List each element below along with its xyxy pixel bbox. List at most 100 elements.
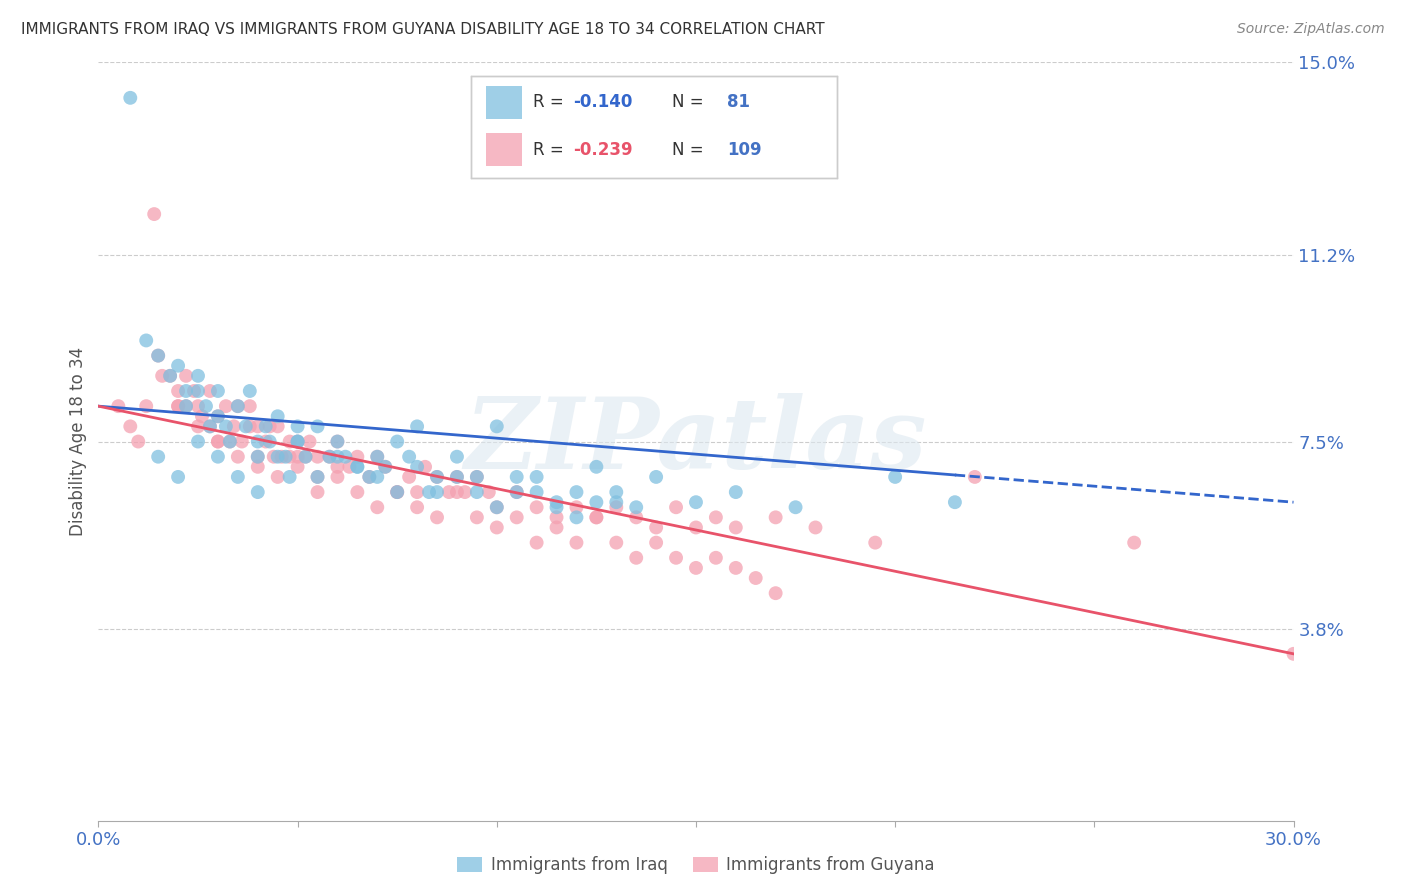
Point (963, 470, 986, 484)
Text: ZIPatlas: ZIPatlas (465, 393, 927, 490)
Point (246, 434, 269, 449)
Point (254, 434, 277, 449)
Point (246, 459, 269, 474)
Point (426, 485, 449, 500)
Point (150, 368, 173, 383)
Point (207, 409, 229, 424)
Point (418, 485, 440, 500)
Point (366, 470, 388, 484)
Point (685, 495, 707, 509)
Bar (485, 133, 522, 166)
Point (198, 419, 221, 434)
Point (120, 91, 142, 105)
Text: N =: N = (672, 94, 709, 112)
Point (478, 485, 501, 500)
Point (506, 485, 529, 500)
Point (406, 500, 429, 515)
Point (565, 535, 588, 549)
Point (207, 450, 229, 464)
Point (307, 419, 329, 434)
Point (565, 485, 588, 500)
Point (465, 485, 488, 500)
Point (546, 520, 568, 534)
Point (426, 470, 449, 484)
Point (374, 459, 396, 474)
Point (187, 434, 209, 449)
Point (785, 500, 807, 515)
Point (724, 485, 747, 500)
Point (239, 399, 262, 413)
Point (207, 384, 229, 398)
Point (287, 450, 309, 464)
Point (565, 510, 588, 524)
Point (446, 470, 468, 484)
Point (278, 450, 301, 464)
Point (346, 459, 368, 474)
Point (198, 384, 221, 398)
Point (346, 485, 368, 500)
Point (274, 450, 297, 464)
Point (485, 500, 508, 515)
Point (645, 535, 668, 549)
Point (287, 434, 309, 449)
Point (626, 550, 648, 565)
Point (267, 470, 290, 484)
Point (318, 450, 340, 464)
Point (506, 485, 529, 500)
Point (374, 459, 396, 474)
Point (183, 384, 205, 398)
Point (174, 384, 197, 398)
Legend: Immigrants from Iraq, Immigrants from Guyana: Immigrants from Iraq, Immigrants from Gu… (451, 849, 941, 880)
Text: -0.140: -0.140 (574, 94, 633, 112)
Point (346, 459, 368, 474)
Point (426, 510, 449, 524)
Point (246, 450, 269, 464)
Point (413, 459, 436, 474)
Point (174, 399, 197, 413)
Point (724, 520, 747, 534)
Point (385, 485, 409, 500)
Text: -0.239: -0.239 (574, 141, 633, 159)
Point (187, 384, 209, 398)
Point (326, 450, 349, 464)
Point (120, 419, 142, 434)
Point (239, 384, 262, 398)
Point (385, 434, 409, 449)
Point (246, 485, 269, 500)
Point (626, 510, 648, 524)
Point (406, 419, 429, 434)
Point (326, 434, 349, 449)
Point (546, 500, 568, 515)
Y-axis label: Disability Age 18 to 34: Disability Age 18 to 34 (69, 347, 87, 536)
Point (526, 485, 548, 500)
Point (187, 368, 209, 383)
Point (506, 510, 529, 524)
Point (446, 450, 468, 464)
Point (195, 399, 218, 413)
Point (546, 510, 568, 524)
Point (187, 419, 209, 434)
Point (239, 419, 262, 434)
Point (278, 470, 301, 484)
Point (704, 510, 727, 524)
Point (1123, 535, 1146, 549)
Point (485, 419, 508, 434)
Point (148, 349, 170, 363)
Point (174, 368, 197, 383)
Point (226, 450, 249, 464)
Point (307, 470, 329, 484)
Point (226, 470, 249, 484)
Point (259, 434, 281, 449)
Point (174, 399, 197, 413)
Point (526, 470, 548, 484)
Point (884, 470, 907, 484)
Point (219, 434, 242, 449)
Point (446, 470, 468, 484)
Point (270, 450, 292, 464)
Point (485, 520, 508, 534)
Text: IMMIGRANTS FROM IRAQ VS IMMIGRANTS FROM GUYANA DISABILITY AGE 18 TO 34 CORRELATI: IMMIGRANTS FROM IRAQ VS IMMIGRANTS FROM … (21, 22, 825, 37)
Point (267, 409, 290, 424)
Point (437, 485, 460, 500)
Point (254, 419, 277, 434)
Point (426, 470, 449, 484)
